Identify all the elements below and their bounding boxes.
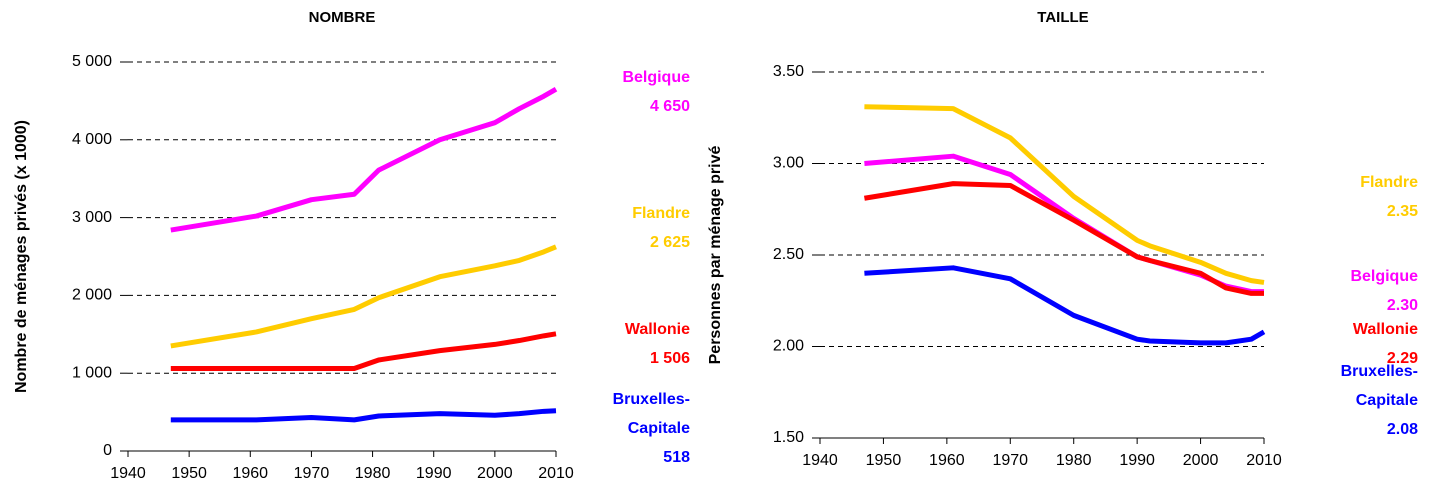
end-value-label: 2 625 (649, 234, 690, 251)
y-tick-label: 3 000 (72, 209, 112, 226)
y-tick-label: 1 000 (72, 364, 112, 381)
end-value-label: 2.29 (1386, 350, 1418, 367)
y-tick-label: 2 000 (72, 287, 112, 304)
legend-label-box: Belgique (622, 69, 690, 86)
end-value-label: 518 (663, 449, 690, 466)
y-tick-label: 5 000 (72, 53, 112, 70)
x-tick-label: 2010 (538, 465, 574, 482)
y-axis-label: Nombre de ménages privés (x 1000) (13, 120, 30, 393)
legend-label-box: Bruxelles-Capitale (612, 391, 690, 437)
legend-label: Wallonie (1352, 321, 1418, 338)
x-tick-label: 1960 (929, 452, 965, 469)
x-tick-label: 1990 (1119, 452, 1155, 469)
y-tick-label: 4 000 (72, 131, 112, 148)
legend-label: Flandre (632, 205, 690, 222)
legend-label: Flandre (1360, 174, 1418, 191)
x-tick-label: 1990 (416, 465, 452, 482)
x-tick-label: 1950 (866, 452, 902, 469)
end-value-label-box: 2 625 (649, 234, 690, 251)
end-value-label-box: 2.08 (1386, 421, 1418, 438)
x-tick-label: 2000 (477, 465, 513, 482)
series-line (170, 244, 557, 349)
legend-label: Belgique (622, 69, 690, 86)
series-line (863, 181, 1264, 296)
y-axis-label: Personnes par ménage privé (707, 146, 724, 365)
legend-label: Bruxelles-Capitale (1340, 363, 1418, 409)
end-value-label: 2.35 (1386, 203, 1418, 220)
chart-title: NOMBRE (309, 9, 376, 26)
end-value-label-box: 2.30 (1386, 297, 1418, 314)
x-tick-label: 1960 (232, 465, 268, 482)
series-line (864, 265, 1266, 346)
legend-label-box: Wallonie (1352, 321, 1418, 338)
legend-label: Wallonie (624, 321, 690, 338)
legend-label-box: Belgique (1350, 268, 1418, 285)
end-value-label-box: 2.29 (1386, 350, 1418, 367)
y-tick-label: 2.00 (773, 338, 804, 355)
series-line (170, 408, 557, 423)
x-tick-label: 1970 (992, 452, 1028, 469)
y-tick-label: 0 (103, 442, 112, 459)
series-line (864, 104, 1265, 285)
legend-label-box: Flandre (1360, 174, 1418, 191)
x-tick-label: 2010 (1246, 452, 1282, 469)
x-tick-label: 1980 (1056, 452, 1092, 469)
legend-label-box: Wallonie (624, 321, 690, 338)
series-line (170, 87, 558, 233)
end-value-label: 4 650 (649, 98, 690, 115)
x-tick-label: 1950 (171, 465, 207, 482)
series-line (170, 331, 557, 372)
end-value-label-box: 518 (663, 449, 690, 466)
legend-label-box: Flandre (632, 205, 690, 222)
x-tick-label: 1970 (294, 465, 330, 482)
legend-label: Bruxelles-Capitale (612, 391, 690, 437)
end-value-label-box: 1 506 (649, 350, 690, 367)
y-tick-label: 1.50 (773, 429, 804, 446)
legend-label: Belgique (1350, 268, 1418, 285)
end-value-label: 1 506 (649, 350, 690, 367)
end-value-label: 2.30 (1386, 297, 1418, 314)
y-tick-label: 3.50 (773, 63, 804, 80)
y-tick-label: 3.00 (773, 155, 804, 172)
y-tick-label: 2.50 (773, 246, 804, 263)
end-value-label-box: 4 650 (649, 98, 690, 115)
x-tick-label: 2000 (1183, 452, 1219, 469)
x-tick-label: 1980 (355, 465, 391, 482)
x-tick-label: 1940 (802, 452, 838, 469)
legend-label-box: Bruxelles-Capitale (1340, 363, 1418, 409)
chart-title: TAILLE (1037, 9, 1088, 26)
end-value-label-box: 2.35 (1386, 203, 1418, 220)
x-tick-label: 1940 (110, 465, 146, 482)
end-value-label: 2.08 (1386, 421, 1418, 438)
